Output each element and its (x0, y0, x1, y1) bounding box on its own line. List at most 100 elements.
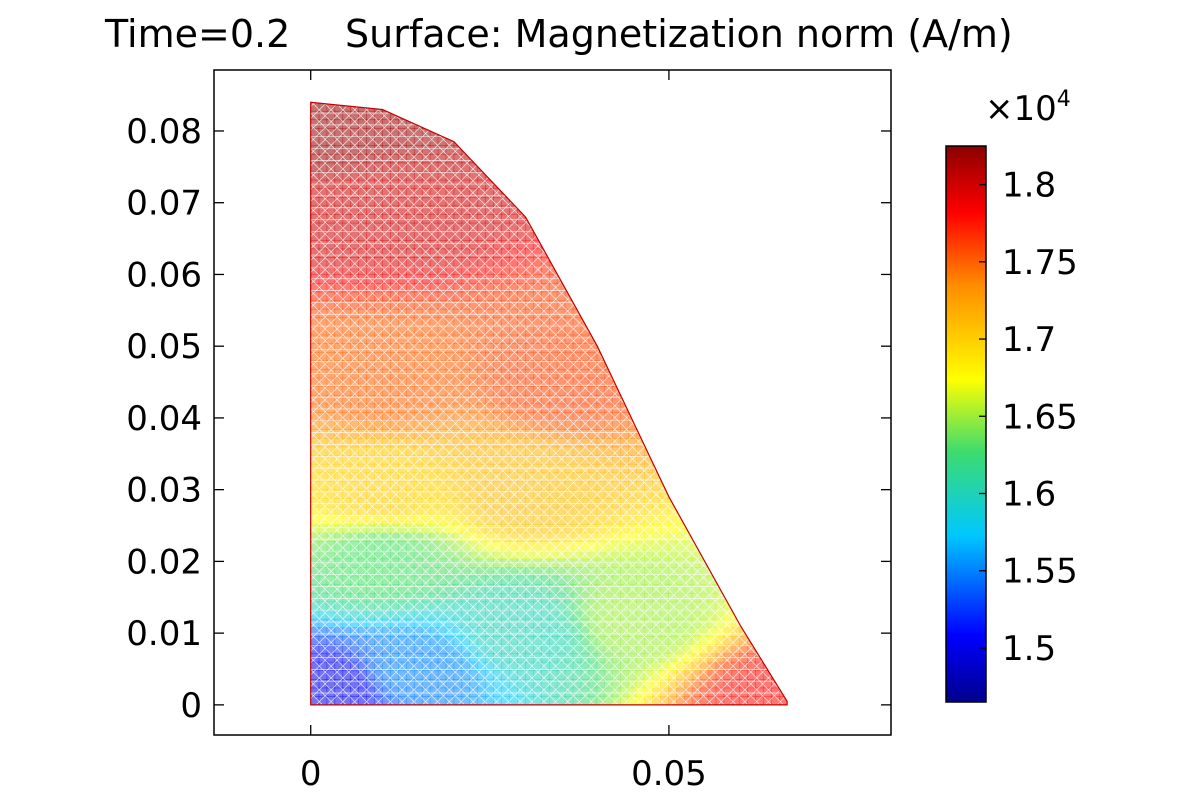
field-cell (525, 326, 534, 336)
field-cell (437, 377, 447, 387)
field-cell (517, 670, 526, 680)
field-cell (501, 541, 510, 551)
field-cell (580, 618, 590, 628)
field-cell (525, 334, 534, 344)
mesh-line (310, 102, 489, 705)
field-cell (406, 627, 415, 637)
field-cell (374, 145, 383, 155)
mesh-line (310, 102, 761, 705)
field-cell (437, 592, 447, 603)
field-cell (429, 240, 439, 250)
field-cell (413, 670, 423, 680)
field-cell (445, 265, 455, 276)
field-cell (604, 438, 614, 448)
field-cell (612, 592, 621, 603)
field-cell (398, 498, 407, 508)
field-cell (453, 326, 463, 336)
field-cell (358, 636, 367, 646)
field-cell (413, 265, 423, 276)
field-cell (382, 489, 391, 499)
field-cell (477, 567, 486, 577)
field-cell (564, 567, 574, 577)
field-cell (310, 308, 320, 319)
field-cell (437, 412, 447, 422)
field-cell (556, 541, 566, 551)
field-cell (652, 498, 661, 508)
field-cell (390, 308, 399, 319)
field-cell (326, 592, 336, 603)
mesh-line (310, 102, 749, 705)
field-cell (318, 377, 328, 387)
field-cell (540, 506, 550, 517)
field-cell (326, 291, 336, 301)
field-cell (406, 214, 415, 224)
field-cell (517, 498, 526, 508)
field-cell (628, 446, 637, 456)
field-cell (612, 498, 621, 508)
field-cell (382, 145, 391, 155)
field-cell (310, 394, 320, 405)
field-cell (636, 489, 645, 499)
field-cell (453, 394, 463, 405)
field-cell (525, 618, 534, 628)
field-cell (342, 498, 352, 508)
field-cell (413, 412, 423, 422)
field-cell (533, 696, 542, 705)
field-cell (366, 196, 375, 207)
field-cell (334, 687, 344, 697)
field-cell (342, 171, 352, 181)
field-cell (398, 257, 407, 267)
field-cell (437, 584, 447, 594)
field-cell (366, 128, 375, 138)
field-cell (540, 567, 550, 577)
field-cell (398, 549, 407, 560)
field-cell (683, 679, 693, 689)
field-cell (358, 592, 367, 603)
field-cell (485, 317, 494, 327)
field-cell (390, 455, 399, 465)
field-cell (406, 283, 415, 293)
field-cell (334, 403, 344, 413)
field-cell (453, 592, 463, 603)
mesh-line (310, 102, 583, 705)
field-cell (350, 549, 359, 560)
field-cell (604, 627, 614, 637)
field-cell (437, 696, 447, 705)
field-cell (509, 679, 518, 689)
field-cell (525, 601, 534, 611)
field-cell (540, 498, 550, 508)
field-cell (326, 687, 336, 697)
field-cell (628, 687, 637, 697)
field-cell (660, 532, 669, 542)
field-cell (453, 188, 463, 198)
field-cell (429, 549, 439, 560)
field-cell (326, 549, 336, 560)
field-cell (421, 524, 431, 534)
field-cell (334, 472, 344, 482)
field-cell (350, 532, 359, 542)
field-cell (763, 679, 772, 689)
field-cell (469, 575, 479, 585)
mesh-line (310, 102, 501, 705)
field-cell (668, 592, 677, 603)
field-cell (548, 541, 558, 551)
field-cell (501, 351, 510, 362)
field-cell (326, 102, 336, 112)
field-cell (374, 153, 383, 164)
field-cell (445, 592, 455, 603)
field-cell (493, 403, 502, 413)
field-cell (366, 592, 375, 603)
field-cell (413, 627, 423, 637)
field-cell (413, 644, 423, 654)
field-cell (477, 326, 486, 336)
field-cell (366, 438, 375, 448)
field-cell (501, 334, 510, 344)
field-cell (509, 687, 518, 697)
field-cell (342, 618, 352, 628)
field-cell (437, 136, 447, 146)
field-cell (747, 687, 756, 697)
field-cell (437, 661, 447, 672)
field-cell (477, 584, 486, 594)
field-cell (445, 446, 455, 456)
field-cell (350, 601, 359, 611)
